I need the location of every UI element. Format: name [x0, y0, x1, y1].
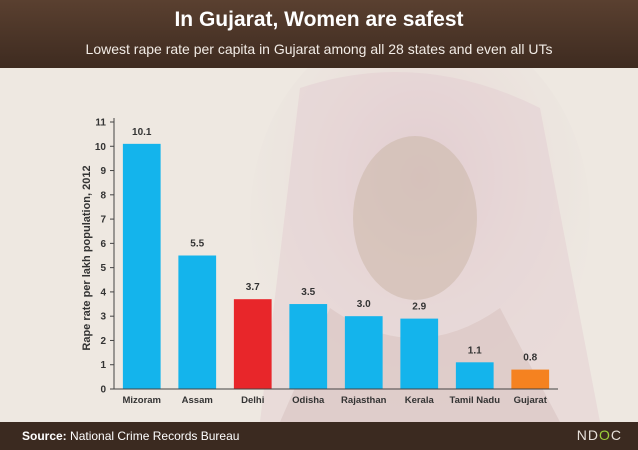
bar-tamil-nadu [455, 362, 494, 389]
y-tick-label: 10 [95, 142, 107, 153]
x-tick-label: Rajasthan [341, 395, 387, 406]
x-tick-label: Assam [182, 395, 213, 406]
y-tick-label: 8 [100, 190, 106, 201]
bar-gujarat [511, 369, 550, 389]
y-tick-label: 2 [100, 336, 106, 347]
y-tick-label: 3 [100, 312, 106, 323]
x-tick-label: Odisha [292, 395, 325, 406]
y-tick-label: 7 [100, 215, 106, 226]
y-tick-label: 1 [100, 360, 106, 371]
page-subtitle: Lowest rape rate per capita in Gujarat a… [85, 41, 553, 57]
y-axis-title: Rape rate per lakh population, 2012 [81, 165, 93, 350]
data-label: 3.7 [246, 282, 260, 293]
bar-kerala [400, 318, 439, 389]
data-label: 3.5 [301, 287, 315, 298]
footer-bar: Source: National Crime Records Bureau ND… [0, 422, 638, 450]
bar-assam [178, 255, 217, 389]
x-tick-label: Kerala [405, 395, 435, 406]
y-tick-label: 4 [100, 287, 106, 298]
bar-mizoram [122, 143, 161, 389]
x-tick-label: Tamil Nadu [450, 395, 501, 406]
bars-group: 10.1 5.5 3.7 3.5 3.0 2.9 1.1 0.8 [122, 127, 550, 389]
source-note: Source: National Crime Records Bureau [22, 429, 239, 443]
data-label: 10.1 [132, 127, 152, 138]
y-tick-label: 0 [100, 385, 106, 396]
bar-rajasthan [344, 316, 383, 389]
ndoc-logo: NDOC [576, 427, 622, 443]
source-text: National Crime Records Bureau [70, 429, 240, 443]
x-tick-label: Gujarat [514, 395, 548, 406]
data-label: 2.9 [412, 302, 426, 313]
bar-odisha [289, 304, 328, 389]
y-axis: 0 1 2 3 4 5 6 7 8 9 10 11 [95, 118, 115, 396]
y-tick-label: 9 [100, 166, 106, 177]
x-axis: Mizoram Assam Delhi Odisha Rajasthan Kerala Ta… [114, 388, 558, 406]
data-label: 0.8 [523, 353, 537, 364]
data-label: 3.0 [357, 299, 371, 310]
bar-chart: 0 1 2 3 4 5 6 7 8 9 10 11 10.1 5.5 3.7 3.5 3.0 2.9 1.1 0.8… [81, 118, 558, 406]
y-tick-label: 5 [100, 263, 106, 274]
x-tick-label: Mizoram [122, 395, 161, 406]
y-tick-label: 6 [100, 239, 106, 250]
data-label: 5.5 [190, 239, 204, 250]
page-title: In Gujarat, Women are safest [174, 8, 464, 31]
data-label: 1.1 [468, 345, 482, 356]
header-bar: In Gujarat, Women are safest Lowest rape… [0, 0, 638, 68]
x-tick-label: Delhi [241, 395, 264, 406]
bar-delhi [233, 299, 272, 389]
y-tick-label: 11 [95, 118, 106, 129]
source-label: Source: [22, 429, 67, 443]
